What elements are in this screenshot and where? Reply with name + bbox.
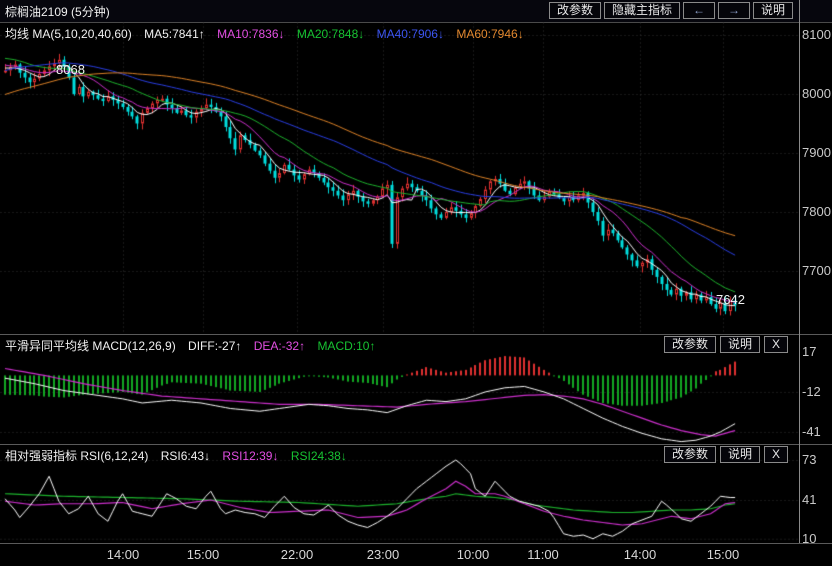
title-bar: 棕榈油2109 (5分钟) 改参数 隐藏主指标 ← → 说明 — [0, 0, 832, 23]
ma40-value: MA40:7906↓ — [376, 27, 444, 41]
diff-value: DIFF:-27↑ — [188, 339, 242, 353]
change-params-button[interactable]: 改参数 — [548, 2, 601, 19]
time-axis-bar — [0, 543, 832, 566]
rsi-axis-label: 73 — [802, 452, 817, 467]
ma-params-label: 均线 MA(5,10,20,40,60) — [5, 27, 132, 41]
dea-value: DEA:-32↑ — [253, 339, 306, 353]
panel-divider — [0, 444, 832, 445]
time-axis-label: 15:00 — [186, 547, 220, 562]
rsi12-value: RSI12:39↓ — [222, 449, 279, 463]
rsi-close-button[interactable]: X — [763, 446, 788, 463]
rsi24-value: RSI24:38↓ — [290, 449, 347, 463]
ma5-value: MA5:7841↑ — [144, 27, 205, 41]
rsi-help-button[interactable]: 说明 — [719, 446, 760, 463]
macd-axis-label: -41 — [802, 424, 821, 439]
main-chart-canvas[interactable] — [0, 22, 799, 334]
hide-main-indicator-button[interactable]: 隐藏主指标 — [603, 2, 680, 19]
rsi-axis-label: 41 — [802, 492, 817, 507]
macd-change-params-button[interactable]: 改参数 — [663, 336, 716, 353]
price-axis-label: 7700 — [802, 263, 831, 278]
right-arrow-button[interactable]: → — [717, 2, 750, 19]
session-high-label: 8068 — [56, 62, 85, 77]
price-axis-label: 7900 — [802, 145, 831, 160]
rsi6-value: RSI6:43↓ — [160, 449, 211, 463]
rsi-change-params-button[interactable]: 改参数 — [663, 446, 716, 463]
help-button[interactable]: 说明 — [752, 2, 793, 19]
axis-separator-line — [799, 0, 800, 543]
left-arrow-button[interactable]: ← — [682, 2, 715, 19]
macd-value: MACD:10↑ — [317, 339, 376, 353]
macd-close-button[interactable]: X — [763, 336, 788, 353]
rsi-axis-label: 10 — [802, 531, 817, 546]
title-bar-buttons: 改参数 隐藏主指标 ← → 说明 — [548, 2, 793, 19]
rsi-panel-buttons: 改参数 说明 X — [663, 446, 788, 463]
macd-axis-label: -12 — [802, 384, 821, 399]
time-axis-label: 15:00 — [706, 547, 740, 562]
time-axis-label: 14:00 — [623, 547, 657, 562]
ma10-value: MA10:7836↓ — [217, 27, 285, 41]
time-axis-label: 11:00 — [527, 547, 559, 562]
ma-header: 均线 MA(5,10,20,40,60) MA5:7841↑ MA10:7836… — [5, 25, 533, 42]
time-axis-label: 23:00 — [366, 547, 400, 562]
price-axis-label: 8100 — [802, 27, 831, 42]
macd-axis-label: 17 — [802, 344, 817, 359]
macd-header: 平滑异同平均线 MACD(12,26,9) DIFF:-27↑ DEA:-32↑… — [5, 337, 384, 354]
price-axis-label: 7800 — [802, 204, 831, 219]
macd-params-label: 平滑异同平均线 MACD(12,26,9) — [5, 339, 176, 353]
time-axis-label: 14:00 — [106, 547, 140, 562]
macd-help-button[interactable]: 说明 — [719, 336, 760, 353]
macd-panel-buttons: 改参数 说明 X — [663, 336, 788, 353]
price-axis-label: 8000 — [802, 86, 831, 101]
rsi-params-label: 相对强弱指标 RSI(6,12,24) — [5, 449, 149, 463]
time-axis-label: 22:00 — [280, 547, 314, 562]
rsi-header: 相对强弱指标 RSI(6,12,24) RSI6:43↓ RSI12:39↓ R… — [5, 447, 356, 464]
panel-divider — [0, 334, 832, 335]
ma20-value: MA20:7848↓ — [296, 27, 365, 41]
macd-chart-canvas[interactable] — [0, 335, 799, 444]
ma60-value: MA60:7946↓ — [456, 27, 524, 41]
last-price-label: 7642 — [716, 292, 745, 307]
instrument-title: 棕榈油2109 (5分钟) — [5, 5, 110, 19]
time-axis-label: 10:00 — [456, 547, 490, 562]
